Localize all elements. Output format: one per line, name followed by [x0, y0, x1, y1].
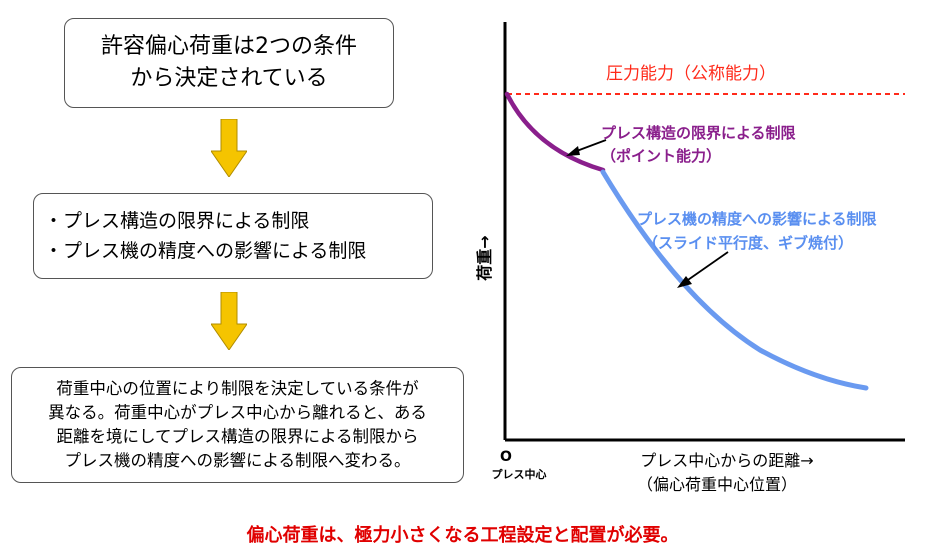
load-distance-graph: 圧力能力（公称能力） プレス構造の限界による制限 （ポイント能力） プレス機の精… [475, 22, 905, 494]
accuracy-limit-label: プレス機の精度への影響による制限 [637, 210, 877, 228]
explanation-line-2: 異なる。荷重中心がプレス中心から離れると、ある [48, 403, 427, 422]
accuracy-cause-label: （スライド平行度、ギブ焼付） [643, 234, 853, 252]
structure-limit-label: プレス構造の限界による制限 [601, 124, 796, 142]
explanation-line-3: 距離を境にしてプレス構造の限界による制限から [56, 427, 419, 446]
limit-item-structure: ・プレス構造の限界による制限 [44, 210, 310, 232]
limits-box: ・プレス構造の限界による制限 ・プレス機の精度への影響による制限 [33, 193, 433, 279]
conditions-box: 許容偏心荷重は2つの条件 から決定されている [64, 18, 394, 108]
conditions-line-1: 許容偏心荷重は2つの条件 [101, 34, 357, 59]
structure-pointer-arrow [573, 139, 607, 153]
limit-item-accuracy: ・プレス機の精度への影響による制限 [44, 240, 367, 262]
y-axis-label: 荷重→ [475, 235, 494, 280]
down-arrow-icon [211, 292, 247, 350]
point-capacity-label: （ポイント能力） [601, 147, 721, 165]
explanation-box: 荷重中心の位置により制限を決定している条件が 異なる。荷重中心がプレス中心から離… [11, 367, 464, 483]
structure-pointer-head [566, 146, 580, 156]
x-axis-label: プレス中心からの距離→ [640, 451, 813, 470]
conditions-line-2: から決定されている [130, 66, 328, 91]
down-arrow-icon [211, 119, 247, 177]
explanation-line-1: 荷重中心の位置により制限を決定している条件が [56, 379, 419, 398]
origin-sublabel: プレス中心 [492, 467, 547, 481]
pressure-capacity-label: 圧力能力（公称能力） [606, 64, 776, 84]
accuracy-limit-curve [600, 169, 869, 391]
explanation-line-4: プレス機の精度への影響による制限へ変わる。 [64, 451, 411, 470]
accuracy-pointer-head [677, 276, 692, 288]
origin-label: O [500, 449, 512, 465]
x-axis-sublabel: （偏心荷重中心位置） [637, 475, 797, 494]
structure-limit-curve [504, 91, 606, 173]
accuracy-pointer-arrow [684, 251, 729, 283]
conclusion-note: 偏心荷重は、極力小さくなる工程設定と配置が必要。 [246, 525, 679, 546]
